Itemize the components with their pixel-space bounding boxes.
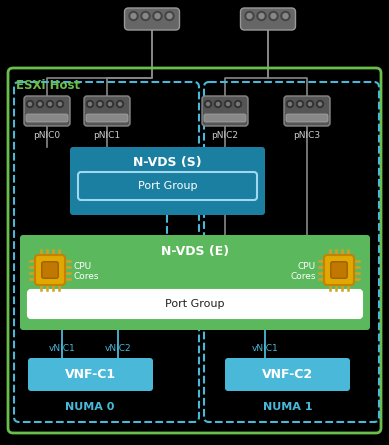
Circle shape <box>259 13 264 19</box>
Circle shape <box>58 102 61 105</box>
Circle shape <box>308 102 312 105</box>
Text: vNIC2: vNIC2 <box>105 344 131 353</box>
Text: pNIC1: pNIC1 <box>93 131 121 140</box>
Circle shape <box>289 102 291 105</box>
Circle shape <box>47 101 54 108</box>
Circle shape <box>109 102 112 105</box>
Circle shape <box>237 102 240 105</box>
Circle shape <box>141 12 150 20</box>
FancyBboxPatch shape <box>124 8 179 30</box>
FancyBboxPatch shape <box>204 114 246 122</box>
Circle shape <box>205 101 212 108</box>
Circle shape <box>207 102 210 105</box>
Circle shape <box>49 102 51 105</box>
FancyBboxPatch shape <box>26 114 68 122</box>
Text: vNIC1: vNIC1 <box>49 344 75 353</box>
Text: NUMA 0: NUMA 0 <box>65 402 115 412</box>
Circle shape <box>271 13 276 19</box>
Text: N-VDS (S): N-VDS (S) <box>133 156 202 169</box>
FancyBboxPatch shape <box>286 114 328 122</box>
FancyBboxPatch shape <box>324 255 354 285</box>
Circle shape <box>224 101 231 108</box>
Text: NUMA 1: NUMA 1 <box>263 402 313 412</box>
FancyBboxPatch shape <box>42 262 58 278</box>
FancyBboxPatch shape <box>24 96 70 126</box>
Text: pNIC3: pNIC3 <box>293 131 321 140</box>
Circle shape <box>167 13 172 19</box>
Circle shape <box>143 13 148 19</box>
Text: vNIC1: vNIC1 <box>252 344 279 353</box>
FancyBboxPatch shape <box>84 96 130 126</box>
FancyBboxPatch shape <box>331 262 347 278</box>
Text: VNF-C1: VNF-C1 <box>65 368 116 381</box>
Circle shape <box>257 12 266 20</box>
Circle shape <box>98 102 102 105</box>
Circle shape <box>116 101 123 108</box>
Circle shape <box>245 12 254 20</box>
Circle shape <box>96 101 103 108</box>
FancyBboxPatch shape <box>28 358 153 391</box>
FancyBboxPatch shape <box>202 96 248 126</box>
Circle shape <box>307 101 314 108</box>
Circle shape <box>165 12 174 20</box>
Circle shape <box>131 13 136 19</box>
Circle shape <box>269 12 278 20</box>
FancyBboxPatch shape <box>86 114 128 122</box>
Circle shape <box>214 101 221 108</box>
Text: Port Group: Port Group <box>165 299 225 309</box>
Text: Port Group: Port Group <box>138 181 197 191</box>
Text: CPU
Cores: CPU Cores <box>74 262 100 281</box>
FancyBboxPatch shape <box>284 96 330 126</box>
Circle shape <box>107 101 114 108</box>
FancyBboxPatch shape <box>70 147 265 215</box>
FancyBboxPatch shape <box>225 358 350 391</box>
Circle shape <box>296 101 303 108</box>
FancyBboxPatch shape <box>28 290 362 318</box>
Circle shape <box>317 101 324 108</box>
Circle shape <box>26 101 33 108</box>
FancyBboxPatch shape <box>20 235 370 330</box>
Text: CPU
Cores: CPU Cores <box>291 262 316 281</box>
Text: pNIC2: pNIC2 <box>212 131 238 140</box>
Circle shape <box>129 12 138 20</box>
Circle shape <box>153 12 162 20</box>
Circle shape <box>226 102 230 105</box>
Circle shape <box>319 102 321 105</box>
Circle shape <box>28 102 32 105</box>
FancyBboxPatch shape <box>240 8 296 30</box>
Circle shape <box>235 101 242 108</box>
Circle shape <box>281 12 290 20</box>
Circle shape <box>37 101 44 108</box>
Text: VNF-C2: VNF-C2 <box>262 368 313 381</box>
Circle shape <box>86 101 93 108</box>
Circle shape <box>247 13 252 19</box>
Circle shape <box>217 102 219 105</box>
FancyBboxPatch shape <box>35 255 65 285</box>
Circle shape <box>283 13 288 19</box>
Text: N-VDS (E): N-VDS (E) <box>161 245 229 258</box>
Circle shape <box>89 102 91 105</box>
Text: ESXi Host: ESXi Host <box>16 79 80 92</box>
Circle shape <box>287 101 293 108</box>
Circle shape <box>298 102 301 105</box>
Circle shape <box>119 102 121 105</box>
Circle shape <box>39 102 42 105</box>
Circle shape <box>56 101 63 108</box>
Text: pNIC0: pNIC0 <box>33 131 61 140</box>
Circle shape <box>155 13 160 19</box>
